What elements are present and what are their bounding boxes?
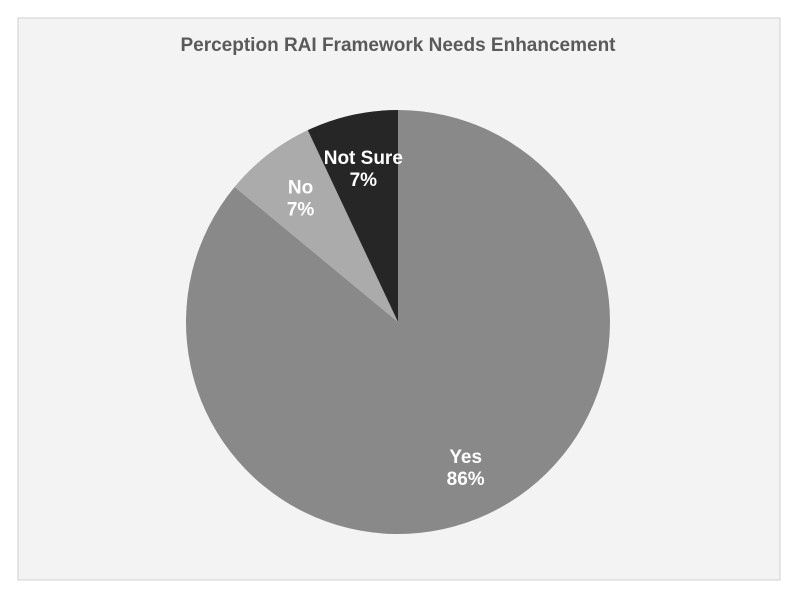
pie-slice (234, 130, 398, 322)
data-label-value: 86% (447, 469, 485, 490)
data-label-category: No (288, 178, 313, 199)
data-label-value: 7% (350, 170, 378, 191)
data-label-category: Not Sure (324, 148, 403, 169)
data-label: Not Sure 7% (324, 148, 403, 191)
data-label-value: 7% (287, 199, 315, 220)
data-label: No 7% (287, 178, 315, 221)
pie-slice (307, 110, 398, 322)
data-label: Yes 86% (447, 447, 485, 490)
chart-title: Perception RAI Framework Needs Enhanceme… (180, 35, 616, 56)
data-label-category: Yes (449, 447, 482, 468)
